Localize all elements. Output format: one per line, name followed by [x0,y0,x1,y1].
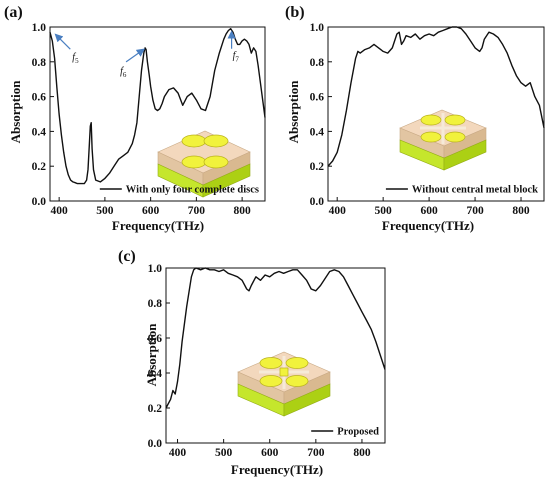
x-tick-label: 700 [466,205,484,217]
y-tick-label: 0.8 [310,57,325,69]
half-disc-icon [259,375,283,387]
half-disc-icon [420,114,442,126]
x-tick-label: 800 [234,205,252,217]
annotation-label: f7 [233,51,240,64]
x-tick-label: 600 [142,205,160,217]
half-disc-icon [420,131,442,143]
half-disc-icon [444,131,466,143]
y-tick-label: 0.6 [148,333,163,345]
annotation-label: f5 [72,52,79,65]
y-axis-title: Absorption [286,80,301,144]
plot-frame [49,26,266,202]
disc-icon [203,134,229,148]
series-line [165,267,386,409]
x-tick-label: 800 [512,205,530,217]
structure-inset-proposed [237,351,331,417]
y-tick-label: 0.4 [310,126,325,138]
x-tick-label: 700 [307,447,325,459]
x-axis-title: Frequency(THz) [112,218,204,233]
x-axis-title: Frequency(THz) [382,218,474,233]
annotation-arrow [125,48,146,63]
y-tick-label: 1.0 [32,22,47,34]
x-tick-label: 800 [353,447,371,459]
y-axis-title: Absorption [8,80,23,144]
x-axis-title: Frequency(THz) [231,462,323,477]
disc-icon [203,155,229,169]
half-disc-icon [285,375,309,387]
panel-label: (b) [285,4,305,21]
y-tick-label: 0.0 [310,196,325,208]
half-disc-icon [444,114,466,126]
legend-label: Without central metal block [412,185,538,196]
y-tick-label: 0.0 [32,196,47,208]
y-axis-title: Absorption [144,323,159,387]
x-tick-label: 500 [375,205,393,217]
disc-icon [181,134,207,148]
series-line [49,28,266,185]
y-tick-label: 0.4 [32,126,47,138]
x-tick-label: 600 [420,205,438,217]
x-tick-label: 400 [51,205,69,217]
y-tick-label: 0.6 [32,92,47,104]
legend-label: Proposed [337,427,379,438]
x-tick-label: 600 [261,447,279,459]
y-tick-label: 0.0 [148,438,163,450]
annotation-label: f6 [120,66,127,79]
series-line [327,26,545,167]
x-tick-label: 500 [96,205,114,217]
panel-label: (c) [118,248,136,265]
structure-inset-four-discs [157,130,251,198]
structure-inset-no-central-block [399,109,487,171]
panel-b: (b) Absorption Frequency(THz) 400 500 600 7… [285,4,545,233]
y-tick-label: 0.4 [148,368,163,380]
plot-frame [165,267,386,444]
x-tick-label: 400 [169,447,187,459]
panel-a: (a) Absorption Frequency(THz) 400 500 600 7… [4,4,266,233]
panel-c: (c) Absorption Frequency(THz) 400 500 600 7… [118,248,386,477]
annotation-arrow [54,33,71,50]
disc-icon [181,155,207,169]
y-tick-label: 1.0 [148,263,163,275]
y-tick-label: 0.8 [148,298,163,310]
half-disc-icon [285,357,309,369]
half-disc-icon [259,357,283,369]
y-tick-label: 0.8 [32,57,47,69]
x-tick-label: 500 [215,447,233,459]
plot-frame [327,26,545,202]
y-tick-label: 0.2 [310,161,325,173]
central-metal-block [279,367,289,377]
x-tick-label: 400 [329,205,347,217]
y-tick-label: 0.2 [148,403,163,415]
y-tick-label: 0.6 [310,92,325,104]
y-tick-label: 1.0 [310,22,325,34]
legend-label: With only four complete discs [126,185,259,196]
x-tick-label: 700 [188,205,206,217]
y-tick-label: 0.2 [32,161,47,173]
panel-label: (a) [4,4,23,21]
